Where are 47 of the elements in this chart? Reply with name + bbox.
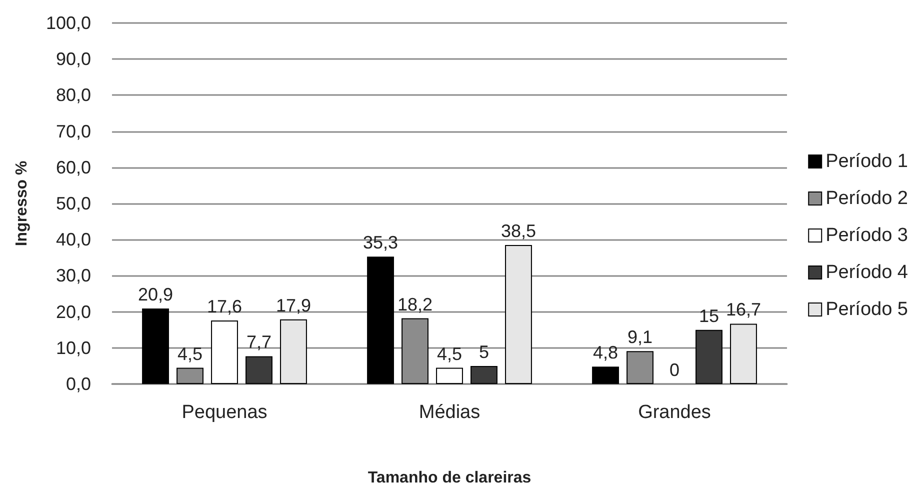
data-label: 17,9 xyxy=(276,295,312,316)
bar xyxy=(470,366,498,384)
data-label: 17,6 xyxy=(206,296,242,316)
legend-label: Período 3 xyxy=(826,225,908,246)
data-label: 18,2 xyxy=(397,294,433,314)
data-label: 9,1 xyxy=(627,327,653,348)
data-label: 5 xyxy=(478,342,489,362)
legend-label: Período 5 xyxy=(826,299,908,320)
data-label: 15 xyxy=(698,306,720,326)
x-tick-label: Médias xyxy=(418,402,480,423)
bar xyxy=(730,324,757,384)
y-axis-title: Ingresso % xyxy=(14,160,30,246)
bar xyxy=(211,320,238,384)
bar xyxy=(436,368,463,384)
bar xyxy=(142,308,169,384)
bar xyxy=(592,366,619,384)
data-label: 38,5 xyxy=(500,221,536,242)
y-tick-label: 50,0 xyxy=(56,194,91,214)
y-tick-label: 0,0 xyxy=(66,374,91,394)
data-label: 16,7 xyxy=(726,300,762,320)
y-tick-label: 30,0 xyxy=(56,266,91,286)
data-label: 4,5 xyxy=(436,344,462,364)
bar xyxy=(280,319,307,384)
bar xyxy=(696,330,722,384)
data-label: 7,7 xyxy=(246,332,272,352)
bar xyxy=(505,245,532,384)
legend-label: Período 4 xyxy=(826,262,908,283)
y-tick-label: 90,0 xyxy=(56,49,91,70)
legend-label: Período 2 xyxy=(826,188,908,209)
y-tick-label: 80,0 xyxy=(56,85,91,106)
bar xyxy=(367,256,394,384)
y-tick-label: 20,0 xyxy=(56,302,91,322)
x-tick-label: Grandes xyxy=(638,402,711,423)
y-tick-label: 70,0 xyxy=(56,121,91,142)
data-label: 4,5 xyxy=(177,344,203,364)
y-tick-label: 60,0 xyxy=(56,157,91,178)
y-tick-label: 10,0 xyxy=(56,338,91,358)
legend-label: Período 1 xyxy=(826,151,908,172)
x-tick-label: Pequenas xyxy=(182,402,268,423)
data-label: 35,3 xyxy=(362,232,398,253)
y-tick-label: 40,0 xyxy=(56,230,91,250)
bar xyxy=(246,356,272,384)
data-label: 4,8 xyxy=(592,342,618,363)
data-label: 0 xyxy=(669,360,680,380)
data-label: 20,9 xyxy=(138,284,174,305)
y-tick-label: 100,0 xyxy=(46,13,91,33)
x-axis-title: Tamanho de clareiras xyxy=(368,470,532,486)
